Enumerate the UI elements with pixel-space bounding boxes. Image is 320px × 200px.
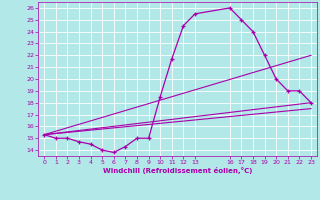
X-axis label: Windchill (Refroidissement éolien,°C): Windchill (Refroidissement éolien,°C) [103,167,252,174]
